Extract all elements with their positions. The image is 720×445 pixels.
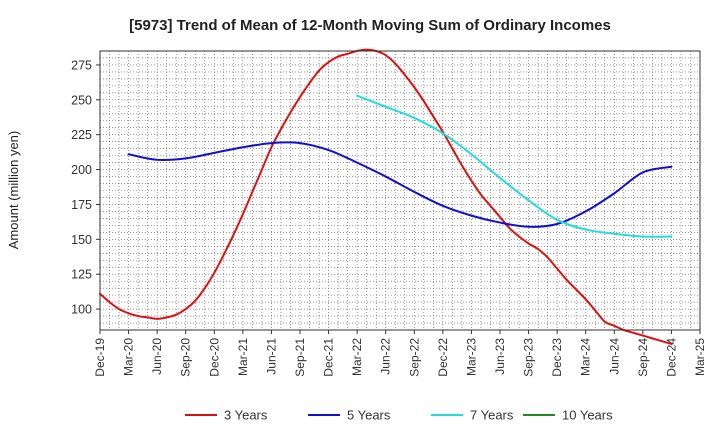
y-tick-label: 200 <box>71 163 92 177</box>
series-group <box>99 48 673 345</box>
grid <box>100 51 700 330</box>
x-tick-label: Sep-23 <box>522 338 536 377</box>
x-tick-label: Sep-22 <box>407 338 421 377</box>
legend-label: 3 Years <box>224 408 268 423</box>
plot-border <box>99 50 701 331</box>
x-tick-label: Sep-21 <box>293 338 307 377</box>
legend-label: 10 Years <box>562 408 613 423</box>
y-axis-label: Amount (million yen) <box>6 131 21 250</box>
x-tick-label: Mar-23 <box>464 338 478 376</box>
x-tick-label: Dec-20 <box>207 338 221 377</box>
x-tick-label: Jun-23 <box>493 338 507 375</box>
y-tick-label: 100 <box>71 303 92 317</box>
x-tick-label: Mar-21 <box>236 338 250 376</box>
x-tick-label: Dec-23 <box>550 338 564 377</box>
x-tick-label: Mar-22 <box>350 338 364 376</box>
x-tick-label: Jun-24 <box>607 338 621 375</box>
chart-title: [5973] Trend of Mean of 12-Month Moving … <box>129 17 611 34</box>
x-tick-label: Dec-19 <box>93 338 107 377</box>
series-line-3-years <box>99 48 673 345</box>
x-tick-label: Jun-21 <box>264 338 278 375</box>
y-tick-label: 175 <box>71 198 92 212</box>
x-tick-label: Dec-24 <box>664 338 678 377</box>
y-tick-label: 125 <box>71 268 92 282</box>
y-tick-label: 250 <box>71 93 92 107</box>
x-tick-label: Jun-20 <box>150 338 164 375</box>
x-tick-label: Mar-25 <box>693 338 707 376</box>
y-tick-label: 275 <box>71 58 92 72</box>
x-tick-label: Dec-22 <box>436 338 450 377</box>
x-tick-label: Sep-24 <box>636 338 650 377</box>
x-tick-label: Sep-20 <box>179 338 193 377</box>
x-tick-label: Dec-21 <box>322 338 336 377</box>
y-axis: 100 125 150 175 200 225 250 275 <box>71 58 100 317</box>
x-axis: Dec-19 Mar-20 Jun-20 Sep-20 Dec-20 Mar-21 Jun-… <box>93 330 707 377</box>
y-tick-label: 225 <box>71 128 92 142</box>
x-tick-label: Jun-22 <box>379 338 393 375</box>
legend: 3 Years 5 Years 7 Years 10 Years <box>185 408 613 423</box>
y-tick-label: 150 <box>71 233 92 247</box>
series-line-5-years <box>127 141 673 228</box>
legend-label: 7 Years <box>470 408 514 423</box>
series-line-7-years <box>356 94 673 238</box>
x-tick-label: Mar-20 <box>122 338 136 376</box>
legend-label: 5 Years <box>347 408 391 423</box>
x-tick-label: Mar-24 <box>579 338 593 376</box>
